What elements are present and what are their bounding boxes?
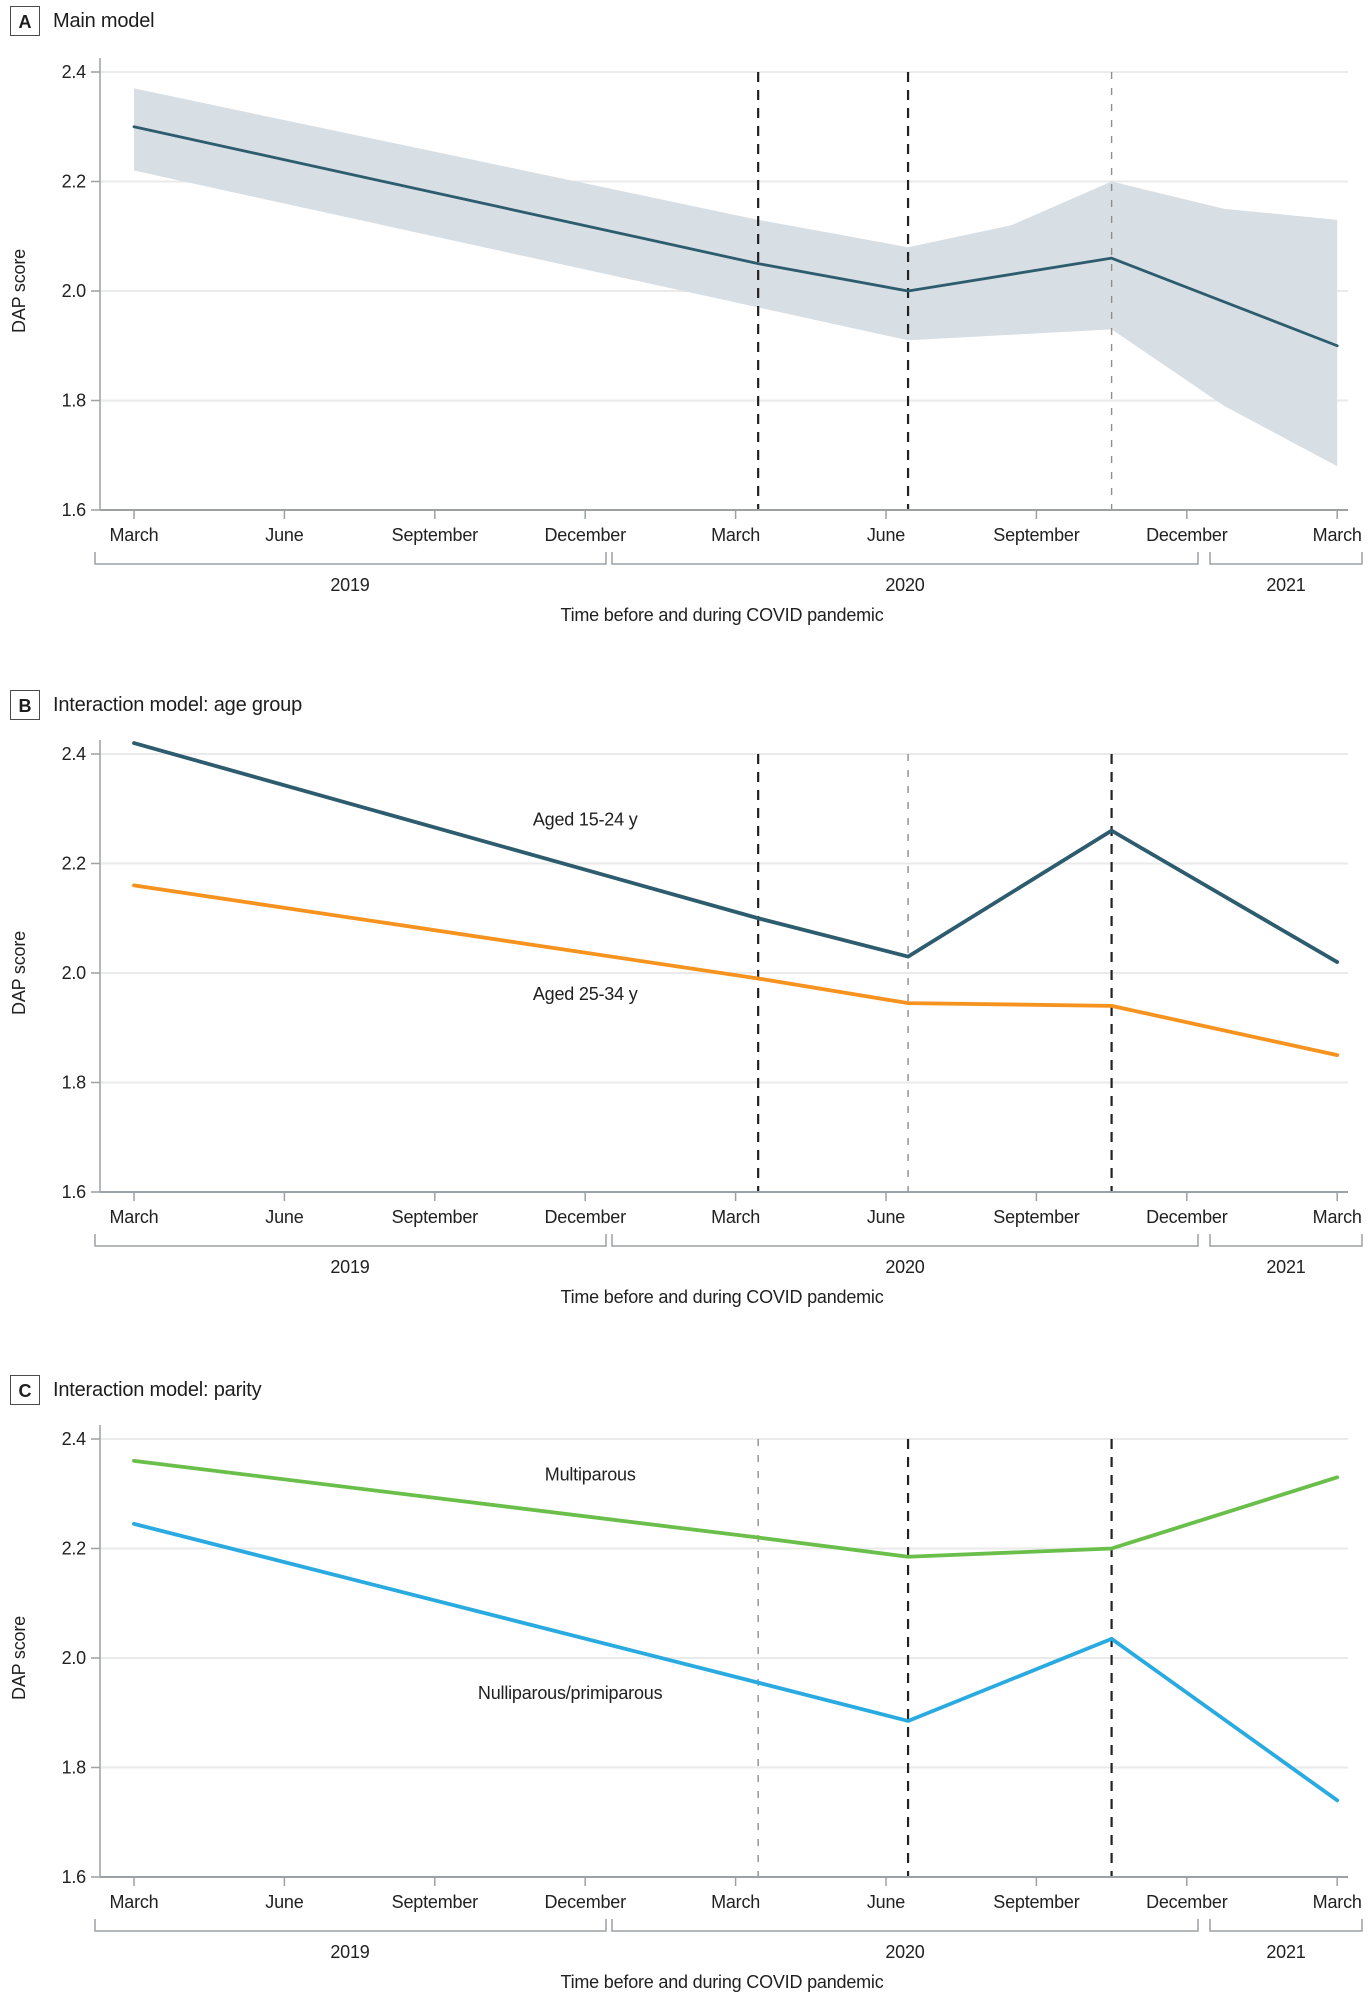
month-tick-label: March: [1313, 525, 1362, 545]
month-tick-label: June: [867, 525, 905, 545]
month-tick-label: September: [993, 1892, 1079, 1912]
y-tick-label: 1.8: [62, 1758, 87, 1778]
y-tick-label: 2.2: [62, 172, 87, 192]
month-tick-label: September: [993, 1207, 1079, 1227]
series-line-aged-15-24-y: [132, 741, 1340, 964]
year-bracket: [1209, 552, 1363, 565]
x-axis-title-panel-b: Time before and during COVID pandemic: [560, 1287, 884, 1307]
month-tick-label: December: [1146, 1892, 1228, 1912]
month-tick-label: June: [265, 1892, 303, 1912]
month-tick-label: March: [109, 1892, 158, 1912]
series-label-aged-15-24-y: Aged 15-24 y: [533, 810, 638, 830]
month-tick-label: March: [1313, 1892, 1362, 1912]
panel-b-letter-box: B: [10, 690, 40, 720]
panel-c-title-text: Interaction model: parity: [53, 1378, 262, 1401]
month-tick-label: December: [1146, 525, 1228, 545]
month-tick-label: June: [265, 525, 303, 545]
year-bracket: [611, 1234, 1199, 1247]
x-axis-title-panel-c: Time before and during COVID pandemic: [560, 1972, 884, 1992]
panel-c-letter-box: C: [10, 1375, 40, 1405]
panel-a-letter-box: A: [10, 6, 40, 36]
y-tick-label: 2.4: [62, 62, 87, 82]
y-tick-label: 2.0: [62, 963, 87, 983]
y-tick-label: 1.6: [62, 500, 87, 520]
y-axis-title-panel-a: DAP score: [9, 249, 29, 333]
series-line-nulliparous-primiparous: [132, 1521, 1340, 1803]
year-label: 2019: [330, 1942, 369, 1962]
year-bracket: [1209, 1919, 1363, 1932]
month-tick-label: September: [392, 525, 478, 545]
series-line-multiparous: [132, 1459, 1340, 1559]
series-label-nulliparous-primiparous: Nulliparous/primiparous: [478, 1683, 663, 1703]
year-label: 2020: [885, 1257, 924, 1277]
year-label: 2019: [330, 1257, 369, 1277]
year-bracket: [611, 1919, 1199, 1932]
year-label: 2021: [1266, 575, 1305, 595]
month-tick-label: December: [544, 1892, 626, 1912]
y-tick-label: 2.2: [62, 1539, 87, 1559]
month-tick-label: March: [711, 1892, 760, 1912]
y-axis-title-panel-b: DAP score: [9, 931, 29, 1015]
month-tick-label: December: [544, 1207, 626, 1227]
y-axis-title-panel-c: DAP score: [9, 1616, 29, 1700]
y-tick-label: 2.0: [62, 281, 87, 301]
y-tick-label: 2.0: [62, 1648, 87, 1668]
month-tick-label: June: [867, 1892, 905, 1912]
month-tick-label: March: [109, 1207, 158, 1227]
panel-a-title: A Main model: [10, 6, 155, 36]
month-tick-label: September: [392, 1207, 478, 1227]
panel-a-title-text: Main model: [53, 9, 155, 32]
year-label: 2020: [885, 1942, 924, 1962]
y-tick-label: 2.2: [62, 854, 87, 874]
year-bracket: [1209, 1234, 1363, 1247]
month-tick-label: December: [544, 525, 626, 545]
series-line-aged-25-34-y: [132, 883, 1340, 1058]
year-bracket: [94, 552, 607, 565]
month-tick-label: March: [711, 1207, 760, 1227]
year-bracket: [94, 1919, 607, 1932]
month-tick-label: June: [265, 1207, 303, 1227]
year-bracket: [611, 552, 1199, 565]
x-axis-title-panel-a: Time before and during COVID pandemic: [560, 605, 884, 625]
month-tick-label: September: [392, 1892, 478, 1912]
y-tick-label: 2.4: [62, 744, 87, 764]
series-label-aged-25-34-y: Aged 25-34 y: [533, 984, 638, 1004]
year-bracket: [94, 1234, 607, 1247]
y-tick-label: 1.6: [62, 1867, 87, 1887]
year-label: 2019: [330, 575, 369, 595]
series-line-dap-score: [132, 125, 1339, 348]
year-label: 2020: [885, 575, 924, 595]
month-tick-label: December: [1146, 1207, 1228, 1227]
month-tick-label: June: [867, 1207, 905, 1227]
month-tick-label: March: [1313, 1207, 1362, 1227]
month-tick-label: March: [711, 525, 760, 545]
month-tick-label: March: [109, 525, 158, 545]
y-tick-label: 1.8: [62, 391, 87, 411]
panel-b-title: B Interaction model: age group: [10, 690, 302, 720]
year-label: 2021: [1266, 1257, 1305, 1277]
confidence-band: [134, 88, 1338, 467]
y-tick-label: 1.6: [62, 1182, 87, 1202]
y-tick-label: 1.8: [62, 1073, 87, 1093]
panel-b-title-text: Interaction model: age group: [53, 693, 303, 716]
year-label: 2021: [1266, 1942, 1305, 1962]
panel-c-title: C Interaction model: parity: [10, 1375, 262, 1405]
series-label-multiparous: Multiparous: [545, 1465, 636, 1485]
y-tick-label: 2.4: [62, 1429, 87, 1449]
month-tick-label: September: [993, 525, 1079, 545]
